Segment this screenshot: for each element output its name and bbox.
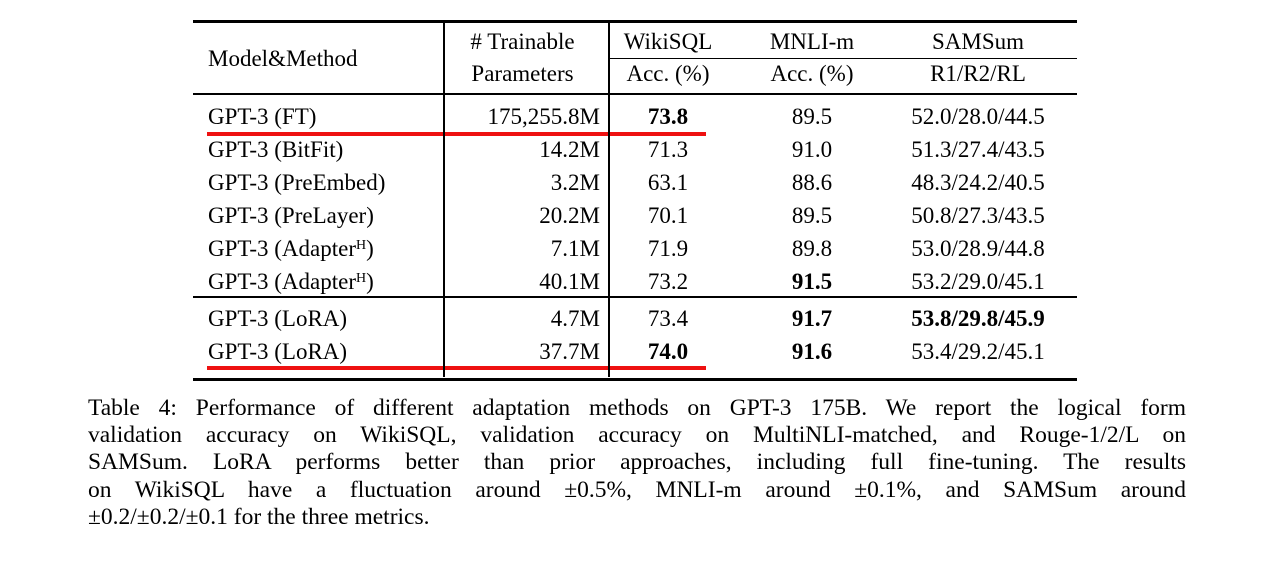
adapter-superscript: H <box>355 271 367 286</box>
samsum-rouge-cell: 48.3/24.2/40.5 <box>911 170 1045 195</box>
table-row: GPT-3 (AdapterH) 7.1M 71.9 89.8 53.0/28.9/44… <box>193 232 1077 265</box>
header-samsum-rouge: R1/R2/RL <box>930 61 1026 86</box>
table-row: GPT-3 (LoRA) 4.7M 73.4 91.7 53.8/29.8/45.9 <box>193 302 1077 335</box>
samsum-rouge-cell: 52.0/28.0/44.5 <box>911 104 1045 129</box>
model-method-cell: GPT-3 (BitFit) <box>208 137 344 162</box>
table-bottom-rule <box>193 377 1077 381</box>
mnli-acc-cell: 91.7 <box>791 305 833 331</box>
table-row: GPT-3 (FT) 175,255.8M 73.8 89.5 52.0/28.0/44… <box>193 100 1077 133</box>
caption-line: ±0.2/±0.2/±0.1 for the three metrics. <box>88 503 430 530</box>
table-row: GPT-3 (LoRA) 37.7M 74.0 91.6 53.4/29.2/45.1 <box>193 335 1077 368</box>
red-underline-annotation <box>207 131 706 136</box>
model-method-cell: GPT-3 (LoRA) <box>208 305 348 331</box>
wikisql-acc-cell: 71.3 <box>647 137 689 162</box>
samsum-rouge-cell: 50.8/27.3/43.5 <box>911 203 1045 228</box>
header-wikisql: WikiSQL <box>623 29 713 54</box>
header-mnli-acc: Acc. (%) <box>770 61 854 86</box>
header-bottom-rule <box>193 92 1077 95</box>
samsum-rouge-cell: 53.0/28.9/44.8 <box>911 236 1045 261</box>
wikisql-acc-cell: 71.9 <box>647 236 689 261</box>
model-method-cell: GPT-3 (AdapterH) <box>208 236 374 261</box>
samsum-rouge-cell: 51.3/27.4/43.5 <box>911 137 1045 162</box>
model-method-cell: GPT-3 (LoRA) <box>208 338 348 364</box>
wikisql-acc-cell: 73.2 <box>647 269 689 294</box>
mnli-acc-cell: 91.0 <box>791 137 833 162</box>
trainable-params-cell: 7.1M <box>550 236 600 261</box>
section-divider-rule <box>193 296 1077 298</box>
table-caption: Table 4: Performance of different adapta… <box>88 395 1186 531</box>
caption-line: Table 4: Performance of different adapta… <box>88 395 1186 421</box>
table-row: GPT-3 (AdapterH) 40.1M 73.2 91.5 53.2/29.0/4… <box>193 265 1077 298</box>
wikisql-acc-cell: 63.1 <box>647 170 689 195</box>
adapter-superscript: H <box>355 238 367 253</box>
header-model-method: Model&Method <box>208 46 358 71</box>
table-row: GPT-3 (BitFit) 14.2M 71.3 91.0 51.3/27.4/43.… <box>193 133 1077 166</box>
results-table: Model&Method # Trainable Parameters Wiki… <box>193 20 1077 384</box>
samsum-rouge-cell: 53.4/29.2/45.1 <box>911 338 1045 364</box>
trainable-params-cell: 14.2M <box>539 137 600 162</box>
header-cmid-rule <box>610 57 1077 59</box>
trainable-params-cell: 20.2M <box>539 203 600 228</box>
wikisql-acc-cell: 70.1 <box>647 203 689 228</box>
header-samsum: SAMSum <box>931 29 1025 54</box>
vertical-rule-2 <box>608 23 610 377</box>
mnli-acc-cell: 91.6 <box>791 338 833 364</box>
mnli-acc-cell: 89.5 <box>791 104 833 129</box>
model-method-cell: GPT-3 (FT) <box>208 104 317 129</box>
header-wikisql-acc: Acc. (%) <box>626 61 710 86</box>
wikisql-acc-cell: 73.8 <box>647 104 689 129</box>
trainable-params-cell: 40.1M <box>539 269 600 294</box>
wikisql-acc-cell: 74.0 <box>647 338 689 364</box>
mnli-acc-cell: 89.8 <box>791 236 833 261</box>
samsum-rouge-cell: 53.2/29.0/45.1 <box>911 269 1045 294</box>
header-mnli-m: MNLI-m <box>769 29 855 54</box>
wikisql-acc-cell: 73.4 <box>647 305 689 331</box>
model-method-cell: GPT-3 (AdapterH) <box>208 269 374 294</box>
trainable-params-cell: 37.7M <box>539 338 600 364</box>
caption-line: on WikiSQL have a fluctuation around ±0.… <box>88 476 1186 503</box>
model-method-cell: GPT-3 (PreLayer) <box>208 203 374 228</box>
table-row: GPT-3 (PreLayer) 20.2M 70.1 89.5 50.8/27.3/4… <box>193 199 1077 232</box>
header-parameters: Parameters <box>471 61 574 86</box>
samsum-rouge-cell: 53.8/29.8/45.9 <box>911 305 1045 331</box>
table-top-rule <box>193 20 1077 24</box>
trainable-params-cell: 3.2M <box>550 170 600 195</box>
red-underline-annotation <box>207 366 706 370</box>
mnli-acc-cell: 88.6 <box>791 170 833 195</box>
mnli-acc-cell: 89.5 <box>791 203 833 228</box>
caption-line: SAMSum. LoRA performs better than prior … <box>88 449 1186 476</box>
mnli-acc-cell: 91.5 <box>791 269 833 294</box>
trainable-params-cell: 175,255.8M <box>487 104 600 129</box>
caption-line: validation accuracy on WikiSQL, validati… <box>88 422 1186 449</box>
vertical-rule-1 <box>443 23 445 377</box>
table-row: GPT-3 (PreEmbed) 3.2M 63.1 88.6 48.3/24.2/40… <box>193 166 1077 199</box>
model-method-cell: GPT-3 (PreEmbed) <box>208 170 386 195</box>
header-trainable: # Trainable <box>470 29 575 54</box>
trainable-params-cell: 4.7M <box>550 305 600 331</box>
